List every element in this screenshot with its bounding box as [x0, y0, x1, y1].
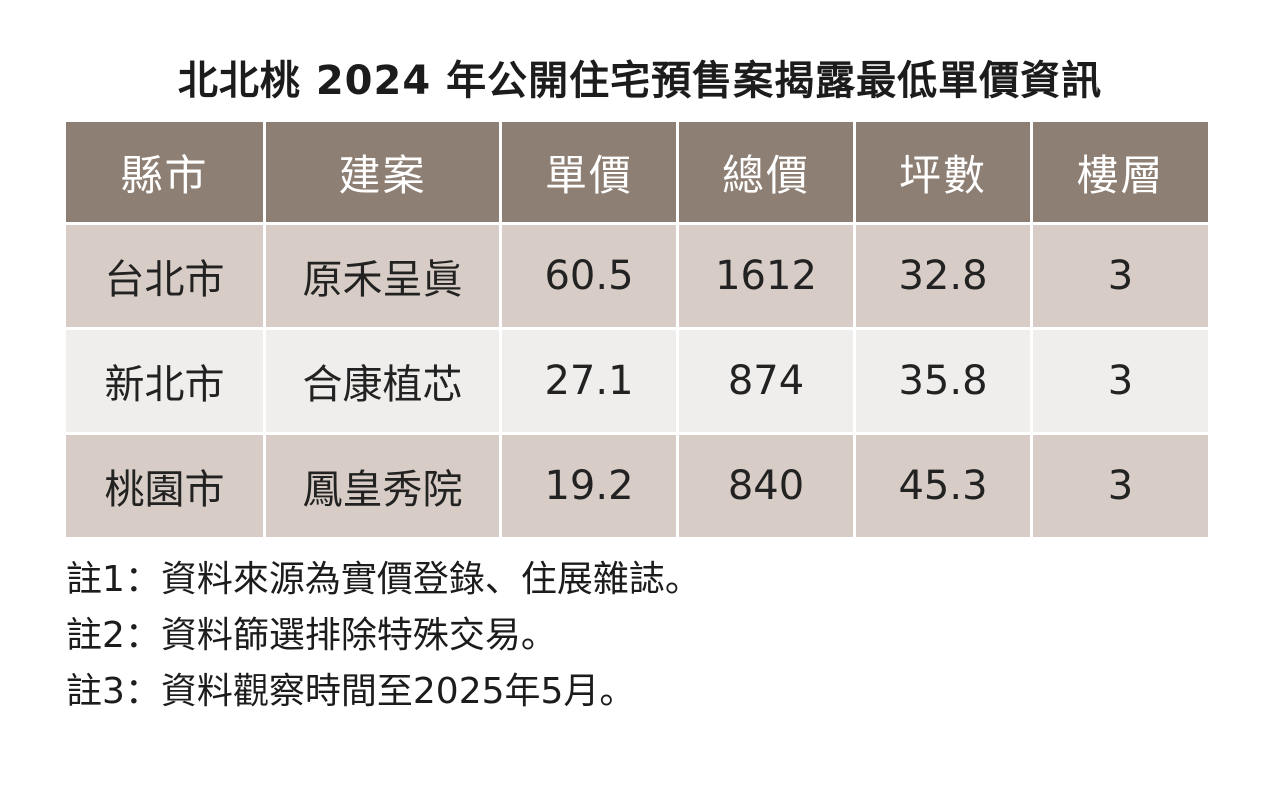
cell-unit-price: 19.2 — [499, 432, 679, 540]
cell-total-price: 840 — [676, 432, 856, 540]
note-1: 註1：資料來源為實價登錄、住展雜誌。 — [66, 559, 701, 600]
cell-floor: 3 — [1030, 432, 1211, 540]
table-row: 桃園市 鳳皇秀院 19.2 840 45.3 3 — [63, 432, 1211, 540]
cell-unit-price: 27.1 — [499, 327, 679, 435]
cell-area: 35.8 — [853, 327, 1033, 435]
header-unit-price: 單價 — [499, 119, 679, 225]
price-table: 縣市 建案 單價 總價 坪數 樓層 台北市 原禾呈眞 60.5 1612 32.… — [63, 119, 1211, 540]
notes-section: 註1：資料來源為實價登錄、住展雜誌。 註2：資料篩選排除特殊交易。 註3：資料觀… — [66, 552, 1216, 720]
cell-city: 台北市 — [63, 222, 266, 330]
table-row: 台北市 原禾呈眞 60.5 1612 32.8 3 — [63, 222, 1211, 330]
cell-total-price: 874 — [676, 327, 856, 435]
cell-total-price: 1612 — [676, 222, 856, 330]
cell-project: 合康植芯 — [263, 327, 502, 435]
cell-city: 新北市 — [63, 327, 266, 435]
note-2: 註2：資料篩選排除特殊交易。 — [66, 615, 557, 656]
cell-unit-price: 60.5 — [499, 222, 679, 330]
cell-city: 桃園市 — [63, 432, 266, 540]
cell-floor: 3 — [1030, 327, 1211, 435]
cell-floor: 3 — [1030, 222, 1211, 330]
header-area: 坪數 — [853, 119, 1033, 225]
header-project: 建案 — [263, 119, 502, 225]
table-row: 新北市 合康植芯 27.1 874 35.8 3 — [63, 327, 1211, 435]
page-title: 北北桃 2024 年公開住宅預售案揭露最低單價資訊 — [177, 58, 1103, 104]
note-3: 註3：資料觀察時間至2025年5月。 — [66, 671, 636, 712]
cell-project: 原禾呈眞 — [263, 222, 502, 330]
header-floor: 樓層 — [1030, 119, 1211, 225]
cell-area: 45.3 — [853, 432, 1033, 540]
cell-area: 32.8 — [853, 222, 1033, 330]
header-total-price: 總價 — [676, 119, 856, 225]
cell-project: 鳳皇秀院 — [263, 432, 502, 540]
table-header-row: 縣市 建案 單價 總價 坪數 樓層 — [63, 119, 1211, 225]
header-city: 縣市 — [63, 119, 266, 225]
